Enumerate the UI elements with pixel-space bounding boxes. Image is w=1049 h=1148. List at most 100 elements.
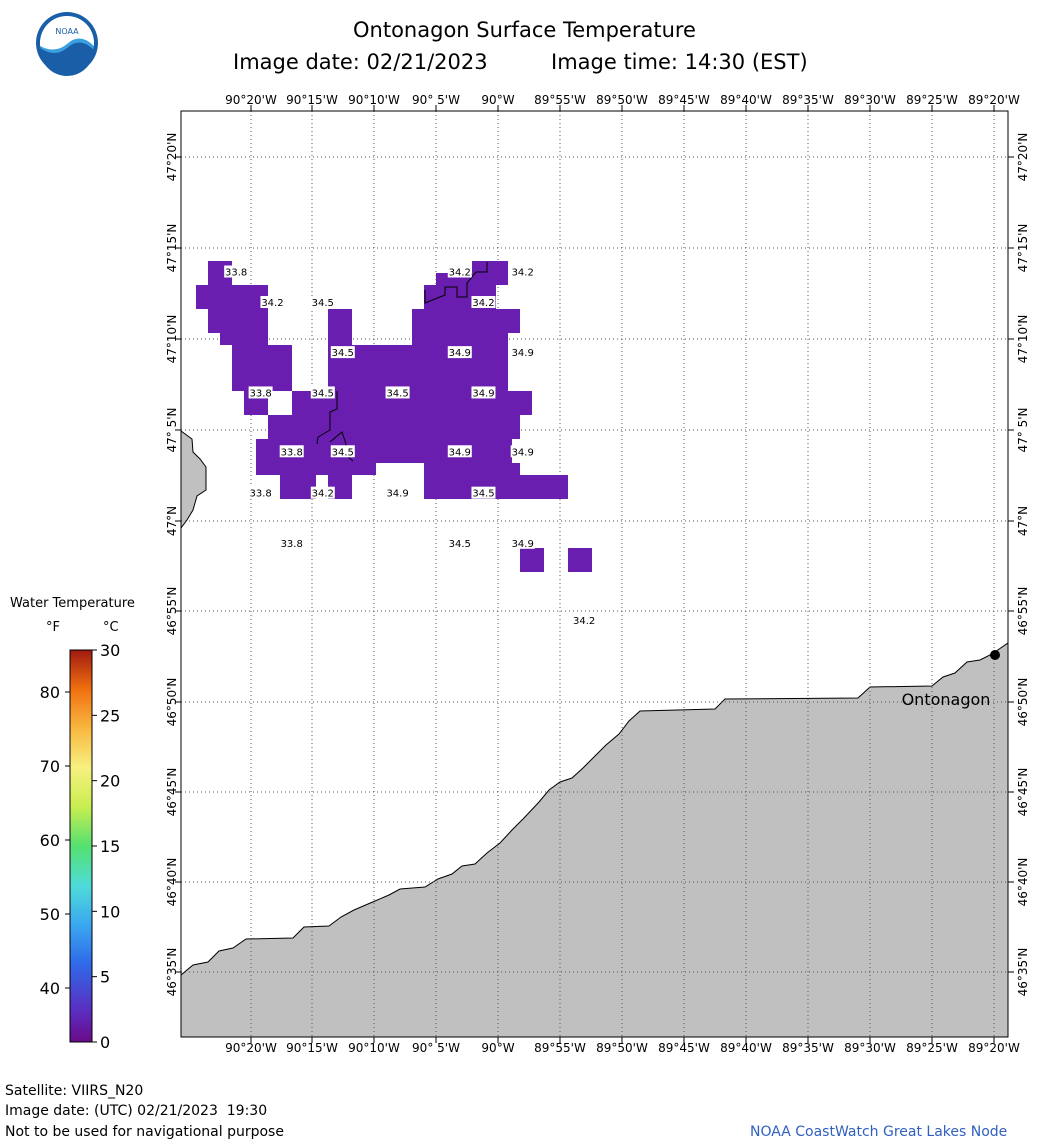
temp-label-box xyxy=(510,265,535,278)
f-tick-label: 40 xyxy=(40,979,60,998)
temp-label: 34.5 xyxy=(332,447,354,458)
temp-label: 34.5 xyxy=(386,388,408,399)
lon-label-top: 90°10'W xyxy=(348,93,400,107)
lat-label-left: 47°15'N xyxy=(165,224,179,273)
temp-label: 34.2 xyxy=(449,268,471,279)
temp-pixel xyxy=(328,309,352,345)
c-tick-label: 5 xyxy=(100,968,110,987)
temp-label: 34.5 xyxy=(312,298,334,309)
temp-label: 34.5 xyxy=(472,489,494,500)
lat-label-left: 46°45'N xyxy=(165,768,179,817)
temp-pixel xyxy=(568,548,592,572)
lon-label-top: 89°50'W xyxy=(596,93,648,107)
temp-label-box xyxy=(330,346,355,359)
temp-label-box xyxy=(572,614,597,627)
lat-label-right: 46°55'N xyxy=(1016,587,1030,636)
lat-label-right: 47°15'N xyxy=(1016,224,1030,273)
ontonagon-marker xyxy=(990,650,1000,660)
f-tick-label: 70 xyxy=(40,757,60,776)
temp-label-box xyxy=(447,265,472,278)
lon-label-bottom: 89°25'W xyxy=(906,1041,958,1055)
lon-label-bottom: 90°10'W xyxy=(348,1041,400,1055)
temp-pixel xyxy=(412,333,508,345)
temp-label-box xyxy=(510,346,535,359)
temp-label: 33.8 xyxy=(249,489,271,500)
lon-label-bottom: 89°30'W xyxy=(844,1041,896,1055)
c-tick-label: 0 xyxy=(100,1033,110,1052)
temp-label-box xyxy=(447,445,472,458)
lon-label-bottom: 89°35'W xyxy=(782,1041,834,1055)
temperature-pixels xyxy=(196,261,592,572)
lat-label-left: 46°35'N xyxy=(165,948,179,997)
c-tick-label: 20 xyxy=(100,772,120,791)
temp-label-box xyxy=(310,486,335,499)
land-south xyxy=(180,642,1009,1038)
lat-label-right: 47°N xyxy=(1016,506,1030,536)
noaa-logo: NOAA xyxy=(36,12,98,77)
lon-label-top: 89°25'W xyxy=(906,93,958,107)
temp-label: 34.2 xyxy=(573,616,595,627)
disclaimer: Not to be used for navigational purpose xyxy=(5,1124,284,1140)
temp-label: 34.9 xyxy=(449,348,471,359)
temp-label-box xyxy=(447,346,472,359)
axis-labels: 90°20'W 90°20'W 90°15'W 90°15'W 90°10'W 90°10… xyxy=(165,93,1030,1055)
legend-unit-c: °C xyxy=(103,620,119,635)
temp-label: 34.5 xyxy=(449,539,471,550)
temp-label-box xyxy=(224,265,249,278)
temp-label-box xyxy=(248,486,273,499)
temp-pixel xyxy=(424,475,568,499)
lon-label-top: 89°45'W xyxy=(658,93,710,107)
temp-label-box xyxy=(510,445,535,458)
lon-label-top: 89°55'W xyxy=(534,93,586,107)
temp-label: 33.8 xyxy=(281,447,303,458)
lon-label-bottom: 89°40'W xyxy=(720,1041,772,1055)
temp-pixel xyxy=(232,345,292,391)
lon-label-top: 90°20'W xyxy=(225,93,277,107)
legend-title: Water Temperature xyxy=(10,596,135,611)
c-tick-label: 25 xyxy=(100,706,120,725)
lat-label-left: 47°N xyxy=(165,506,179,536)
temp-label-box xyxy=(310,296,335,309)
lat-label-right: 47° 5'N xyxy=(1016,408,1030,453)
temp-pixel xyxy=(424,463,520,475)
lat-label-right: 46°40'N xyxy=(1016,858,1030,907)
temp-label-box xyxy=(447,536,472,549)
map-frame xyxy=(180,110,1009,1038)
temp-label: 34.9 xyxy=(449,447,471,458)
temp-pixel xyxy=(196,285,268,309)
temp-label-box xyxy=(385,486,410,499)
f-tick-label: 50 xyxy=(40,905,60,924)
temp-label: 34.2 xyxy=(472,298,494,309)
temp-label: 34.5 xyxy=(332,348,354,359)
lat-label-left: 46°55'N xyxy=(165,587,179,636)
temp-label-box xyxy=(260,296,285,309)
temp-pixel xyxy=(208,309,268,333)
temp-label: 34.2 xyxy=(261,298,283,309)
lon-label-bottom: 90°20'W xyxy=(225,1041,277,1055)
temp-label: 33.8 xyxy=(249,388,271,399)
image-date: Image date: 02/21/2023 xyxy=(233,50,488,74)
temp-pixel xyxy=(280,475,316,499)
temp-label-box xyxy=(510,536,535,549)
graticule xyxy=(175,105,1014,1043)
temp-label: 34.9 xyxy=(512,348,534,359)
lon-label-bottom: 90°W xyxy=(481,1041,514,1055)
temp-label-box xyxy=(279,536,304,549)
ontonagon-label: Ontonagon xyxy=(902,690,991,709)
credit: NOAA CoastWatch Great Lakes Node xyxy=(750,1124,1008,1140)
temp-label-box xyxy=(385,386,410,399)
temp-label-box xyxy=(471,296,496,309)
temperature-colorbar xyxy=(69,649,93,1043)
lon-label-top: 89°40'W xyxy=(720,93,772,107)
temp-label-box xyxy=(248,386,273,399)
temp-label-box xyxy=(471,486,496,499)
temp-label: 34.2 xyxy=(312,489,334,500)
lon-label-bottom: 89°50'W xyxy=(596,1041,648,1055)
lon-label-top: 89°35'W xyxy=(782,93,834,107)
lat-label-left: 46°50'N xyxy=(165,678,179,727)
temp-label: 34.2 xyxy=(512,268,534,279)
f-tick-label: 80 xyxy=(40,683,60,702)
lon-label-top: 90° 5'W xyxy=(412,93,460,107)
lon-label-top: 89°20'W xyxy=(968,93,1020,107)
